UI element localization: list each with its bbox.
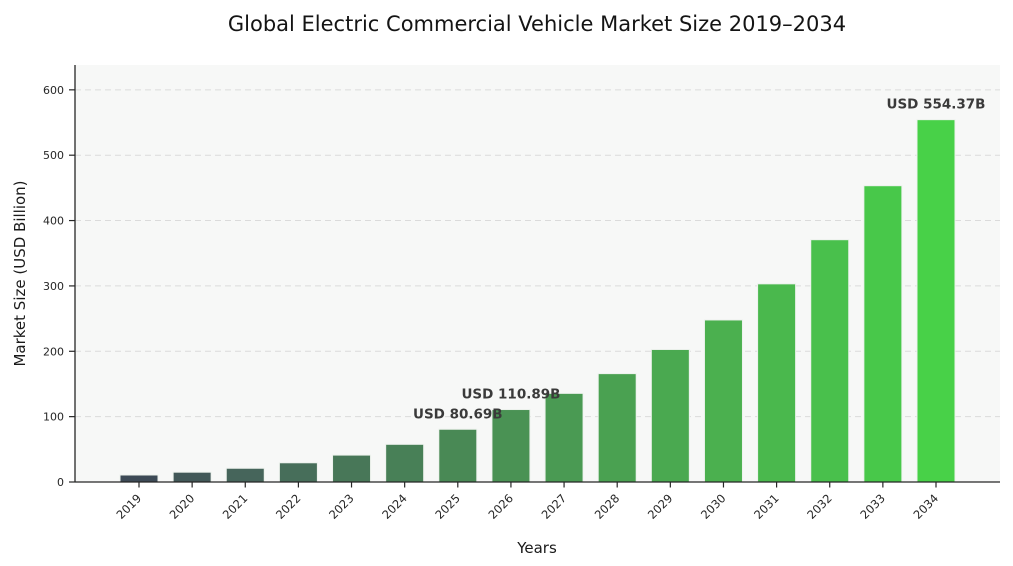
bars-group bbox=[119, 119, 956, 483]
y-tick-label-300: 300 bbox=[43, 280, 64, 293]
x-tick-label-2034: 2034 bbox=[911, 491, 942, 522]
x-tick-label-2031: 2031 bbox=[751, 491, 782, 522]
x-tick-label-2032: 2032 bbox=[804, 491, 835, 522]
value-annotation-2025: USD 80.69B bbox=[413, 406, 503, 422]
x-tick-label-2033: 2033 bbox=[857, 491, 888, 522]
x-tick-label-2028: 2028 bbox=[592, 491, 623, 522]
bar-2033 bbox=[863, 185, 903, 483]
chart-title: Global Electric Commercial Vehicle Marke… bbox=[228, 12, 846, 36]
bar-2020 bbox=[172, 471, 212, 483]
y-tick-label-100: 100 bbox=[43, 411, 64, 424]
bar-2023 bbox=[332, 454, 372, 483]
x-tick-label-2027: 2027 bbox=[539, 491, 570, 522]
bar-2032 bbox=[810, 239, 850, 483]
value-annotation-2026: USD 110.89B bbox=[461, 387, 560, 403]
y-axis-label: Market Size (USD Billion) bbox=[11, 180, 29, 366]
y-tick-label-200: 200 bbox=[43, 345, 64, 358]
x-tick-label-2025: 2025 bbox=[432, 491, 463, 522]
x-tick-label-2030: 2030 bbox=[698, 491, 729, 522]
x-tick-label-2020: 2020 bbox=[167, 491, 198, 522]
y-tick-label-0: 0 bbox=[57, 476, 64, 489]
value-annotation-2034: USD 554.37B bbox=[887, 97, 986, 113]
bar-2022 bbox=[278, 462, 318, 483]
y-tick-label-500: 500 bbox=[43, 149, 64, 162]
bar-2027 bbox=[544, 392, 584, 483]
x-tick-label-2023: 2023 bbox=[326, 491, 357, 522]
x-axis-ticks: 2019 2020 2021 2022 2023 2024 2025 2026 2027 2028… bbox=[114, 482, 942, 522]
x-tick-label-2022: 2022 bbox=[273, 491, 304, 522]
x-tick-label-2021: 2021 bbox=[220, 491, 251, 522]
bar-2030 bbox=[703, 319, 743, 483]
x-tick-label-2026: 2026 bbox=[485, 491, 516, 522]
bar-2025 bbox=[438, 428, 478, 483]
x-tick-label-2029: 2029 bbox=[645, 491, 676, 522]
x-axis-label: Years bbox=[516, 539, 557, 557]
y-tick-label-600: 600 bbox=[43, 84, 64, 97]
bar-2024 bbox=[385, 443, 425, 483]
bar-2019 bbox=[119, 474, 159, 483]
bar-2031 bbox=[757, 283, 797, 483]
x-tick-label-2024: 2024 bbox=[379, 491, 410, 522]
bar-2028 bbox=[597, 373, 637, 483]
bar-2026 bbox=[491, 409, 531, 483]
bar-2029 bbox=[650, 348, 690, 483]
bar-2034 bbox=[916, 119, 956, 483]
plot-area bbox=[75, 65, 1000, 482]
y-axis-ticks: 0 100 200 300 400 500 600 bbox=[43, 84, 75, 489]
bar-annotations: USD 80.69B USD 110.89B USD 554.37B bbox=[413, 97, 985, 423]
x-tick-label-2019: 2019 bbox=[114, 491, 145, 522]
y-tick-label-400: 400 bbox=[43, 215, 64, 228]
bar-2021 bbox=[225, 467, 265, 483]
